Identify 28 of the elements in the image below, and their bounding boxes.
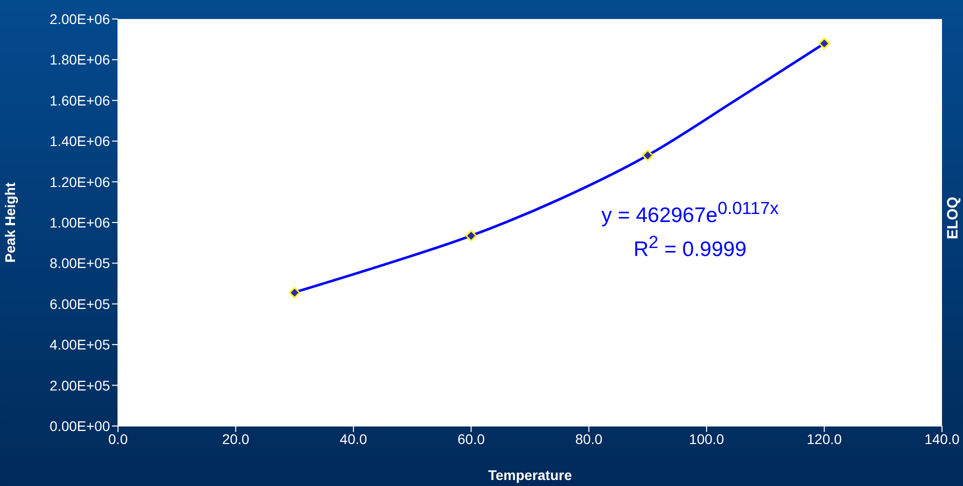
point	[465, 230, 477, 242]
y-tick-label: 2.00E+05	[50, 377, 110, 394]
point	[288, 286, 300, 298]
x-axis-title: Temperature	[488, 467, 572, 483]
y-tick-label: 1.60E+06	[50, 92, 110, 108]
y-tick-label: 4.00E+05	[50, 336, 110, 353]
annotation: y = 462967e$^{0.0117x}$	[600, 198, 780, 228]
y-tick-label: 2.00E+06	[50, 10, 110, 27]
y-tick-label: 1.80E+06	[50, 52, 110, 68]
y-tick-label: 8.00E+05	[50, 255, 110, 272]
x-tick-label: 80.0	[575, 430, 603, 447]
y-axis-title: Peak Height	[2, 182, 18, 263]
point	[642, 150, 654, 162]
annotation: R$^{2}$ = 0.9999	[632, 232, 748, 262]
x-tick-label: 140.0	[924, 430, 960, 447]
x-tick-label: 40.0	[340, 430, 368, 447]
point	[818, 38, 830, 50]
y-tick-label: 1.40E+06	[50, 133, 110, 150]
x-tick-label: 120.0	[806, 430, 842, 447]
x-tick-label: 100.0	[689, 430, 724, 447]
y-tick-label: 1.20E+06	[50, 174, 110, 190]
x-tick-label: 60.0	[458, 430, 485, 447]
text: ELOQ	[944, 196, 962, 240]
x-tick-label: 0.0	[108, 430, 128, 447]
x-tick-label: 20.0	[222, 430, 250, 447]
y-tick-label: 6.00E+05	[50, 296, 110, 312]
y-tick-label: 1.00E+06	[50, 214, 110, 230]
y-tick-label: 0.00E+00	[50, 418, 110, 434]
